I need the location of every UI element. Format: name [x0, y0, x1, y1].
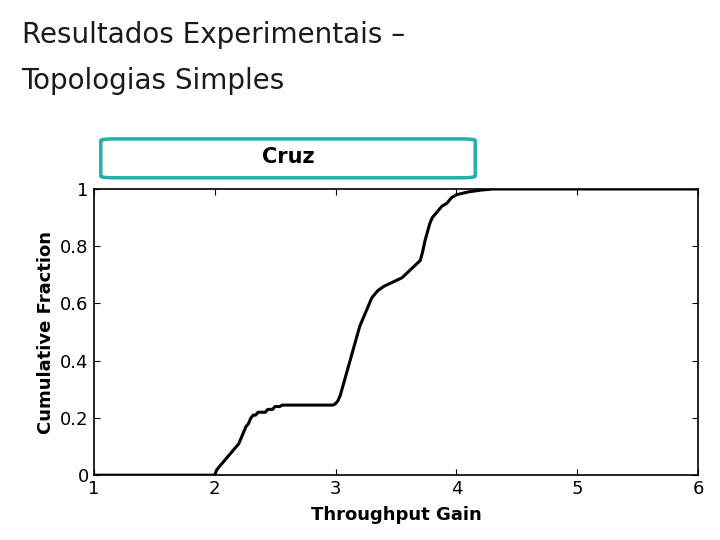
Y-axis label: Cumulative Fraction: Cumulative Fraction [37, 231, 55, 434]
Text: Resultados Experimentais –: Resultados Experimentais – [22, 22, 405, 49]
Text: Cruz: Cruz [261, 147, 315, 167]
FancyBboxPatch shape [101, 139, 475, 178]
X-axis label: Throughput Gain: Throughput Gain [310, 507, 482, 524]
Text: Topologias Simples: Topologias Simples [22, 66, 285, 94]
